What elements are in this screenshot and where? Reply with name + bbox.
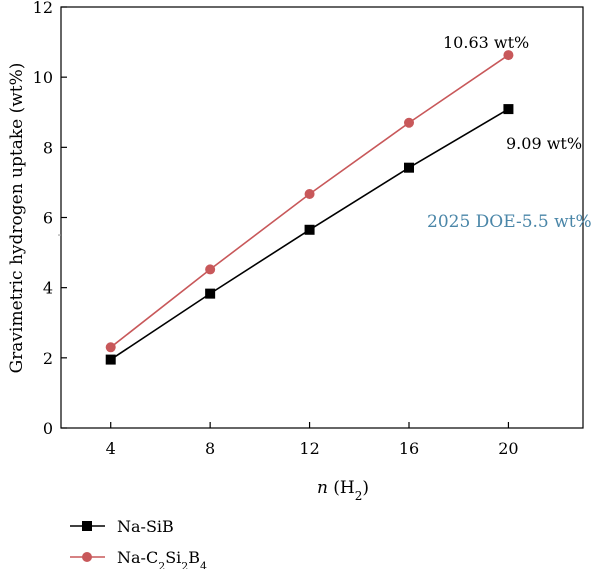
legend-marker-na-c2si2b4: [82, 552, 92, 562]
legend-c2-sub3: 4: [200, 560, 207, 569]
x-axis-title-rest: (H: [328, 478, 355, 498]
x-tick-label: 20: [498, 439, 518, 458]
x-tick-label: 16: [399, 439, 419, 458]
legend-marker-na-sib: [82, 521, 92, 531]
legend-c2-prefix: Na-C: [117, 548, 158, 567]
data-point-na-c2si2b4: [205, 264, 216, 275]
legend: Na-SiB Na-C2Si2B4: [70, 517, 207, 569]
legend-c2-mid: Si: [165, 548, 181, 567]
y-tick-label: 2: [43, 349, 53, 368]
data-point-na-c2si2b4: [304, 188, 315, 199]
legend-c2-sub1: 2: [158, 560, 165, 569]
y-axis-title: Gravimetric hydrogen uptake (wt%): [7, 63, 27, 374]
data-point-na-sib: [503, 104, 514, 115]
x-axis-title: n (H2): [317, 478, 369, 503]
data-point-na-c2si2b4: [105, 342, 116, 353]
y-tick-label: 10: [33, 68, 53, 87]
y-tick-label: 8: [43, 138, 53, 157]
legend-label-na-c2si2b4: Na-C2Si2B4: [117, 548, 207, 569]
data-point-na-sib: [404, 162, 414, 173]
y-tick-label: 12: [33, 0, 53, 17]
y-tick-label: 0: [43, 419, 53, 438]
data-point-na-c2si2b4: [404, 117, 414, 128]
x-axis-title-italic: n: [317, 478, 328, 498]
data-point-na-sib: [205, 288, 216, 299]
legend-c2-mid2: B: [188, 548, 200, 567]
y-tick-label: 6: [43, 209, 53, 228]
series-group: [105, 50, 514, 365]
x-axis-title-sub: 2: [355, 489, 363, 503]
x-tick-label: 12: [299, 439, 319, 458]
annotation-top-value: 10.63 wt%: [443, 33, 529, 52]
y-tick-label: 4: [43, 279, 53, 298]
series-line-na-c2si2b4: [110, 54, 509, 348]
x-tick-label: 8: [205, 439, 215, 458]
legend-item-na-c2si2b4: Na-C2Si2B4: [70, 548, 207, 569]
data-point-na-sib: [304, 224, 315, 235]
annotation-lower-value: 9.09 wt%: [506, 134, 582, 153]
ticks-group: 0 2 4 6 8 10 12 4 8 12 16 20: [33, 0, 519, 458]
x-axis-title-close: ): [362, 478, 369, 498]
legend-c2-sub2: 2: [181, 560, 188, 569]
legend-label-na-sib: Na-SiB: [117, 517, 174, 536]
annotation-doe-target: 2025 DOE-5.5 wt%: [427, 212, 592, 232]
data-point-na-c2si2b4: [503, 50, 514, 61]
data-point-na-sib: [105, 354, 116, 365]
legend-item-na-sib: Na-SiB: [70, 517, 174, 536]
x-tick-label: 4: [106, 439, 116, 458]
